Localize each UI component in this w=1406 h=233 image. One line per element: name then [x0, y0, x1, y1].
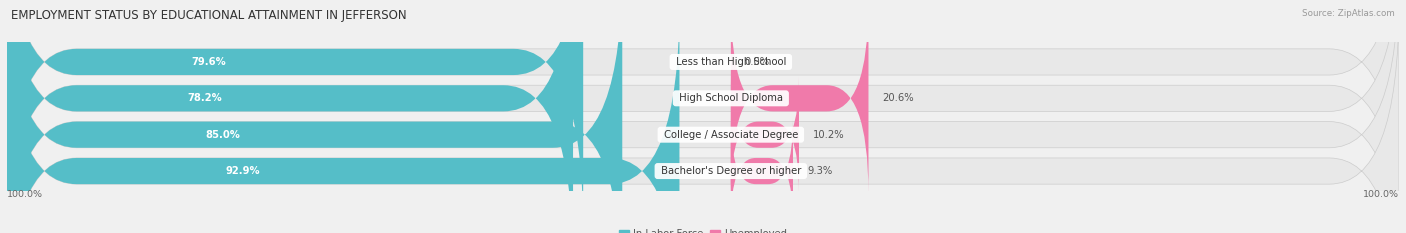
- FancyBboxPatch shape: [7, 0, 574, 233]
- FancyBboxPatch shape: [7, 0, 1399, 231]
- Text: 100.0%: 100.0%: [7, 190, 44, 199]
- Text: 20.6%: 20.6%: [883, 93, 914, 103]
- FancyBboxPatch shape: [731, 119, 793, 223]
- FancyBboxPatch shape: [7, 0, 623, 233]
- Text: Bachelor's Degree or higher: Bachelor's Degree or higher: [658, 166, 804, 176]
- Text: College / Associate Degree: College / Associate Degree: [661, 130, 801, 140]
- Text: 100.0%: 100.0%: [1362, 190, 1399, 199]
- FancyBboxPatch shape: [7, 0, 1399, 233]
- Text: 85.0%: 85.0%: [205, 130, 240, 140]
- Text: 9.3%: 9.3%: [807, 166, 832, 176]
- Legend: In Labor Force, Unemployed: In Labor Force, Unemployed: [616, 225, 790, 233]
- FancyBboxPatch shape: [7, 2, 679, 233]
- FancyBboxPatch shape: [7, 0, 1399, 233]
- Text: High School Diploma: High School Diploma: [676, 93, 786, 103]
- Text: Less than High School: Less than High School: [672, 57, 789, 67]
- FancyBboxPatch shape: [7, 0, 583, 231]
- FancyBboxPatch shape: [731, 2, 869, 194]
- FancyBboxPatch shape: [7, 2, 1399, 233]
- Text: 10.2%: 10.2%: [813, 130, 845, 140]
- Text: 78.2%: 78.2%: [188, 93, 222, 103]
- FancyBboxPatch shape: [731, 77, 799, 193]
- Text: 79.6%: 79.6%: [191, 57, 226, 67]
- Text: EMPLOYMENT STATUS BY EDUCATIONAL ATTAINMENT IN JEFFERSON: EMPLOYMENT STATUS BY EDUCATIONAL ATTAINM…: [11, 9, 406, 22]
- Text: Source: ZipAtlas.com: Source: ZipAtlas.com: [1302, 9, 1395, 18]
- Text: 92.9%: 92.9%: [225, 166, 260, 176]
- Text: 0.0%: 0.0%: [745, 57, 770, 67]
